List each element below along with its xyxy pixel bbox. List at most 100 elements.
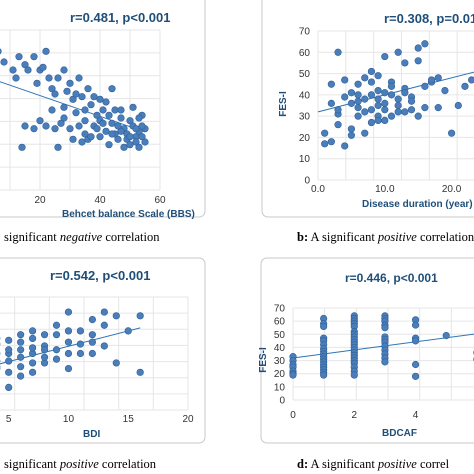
- y-axis-label: FES-I: [278, 91, 289, 117]
- x-tick-label: 10: [63, 414, 75, 425]
- caption-prefix: A significant: [308, 230, 378, 244]
- data-point: [28, 368, 37, 376]
- y-tick-label: 40: [299, 90, 311, 101]
- data-point: [117, 114, 125, 122]
- data-point: [117, 127, 125, 135]
- data-point: [76, 340, 85, 348]
- data-point: [17, 353, 25, 361]
- data-point: [108, 85, 116, 93]
- data-point: [111, 106, 119, 114]
- data-point: [454, 101, 462, 110]
- data-point: [64, 338, 73, 346]
- data-point: [411, 360, 420, 369]
- data-point: [105, 141, 113, 149]
- panel-caption: significant positive correlation: [4, 457, 157, 471]
- caption-suffix: correlation: [99, 457, 157, 471]
- data-point: [88, 331, 96, 339]
- data-point: [40, 346, 49, 354]
- data-point: [24, 66, 32, 74]
- x-tick-label: 15: [123, 414, 135, 425]
- trendline: [0, 81, 146, 133]
- data-point: [347, 125, 356, 133]
- panel-b: 0.0 10.0 20.0 0 10 20 30 40 50 60 70 r=0.308, p=0.0…: [261, 0, 474, 244]
- data-point: [102, 98, 110, 106]
- data-point: [132, 125, 140, 133]
- data-point: [321, 129, 329, 137]
- data-point: [117, 106, 125, 114]
- data-point: [361, 95, 369, 103]
- data-point: [427, 76, 436, 84]
- data-point: [66, 79, 74, 87]
- panel-c: 5 10 15 20 r=0.542, p<0.001 BDI significant po…: [0, 257, 206, 471]
- caption-suffix: correl: [417, 457, 450, 471]
- data-point: [421, 104, 429, 112]
- caption-emphasis: positive: [59, 457, 99, 471]
- data-point: [374, 101, 382, 110]
- data-point: [347, 89, 356, 97]
- data-point: [52, 355, 61, 363]
- data-point: [87, 133, 95, 141]
- data-point: [28, 327, 37, 335]
- data-point: [334, 121, 342, 129]
- data-point: [114, 135, 122, 143]
- data-point: [100, 342, 108, 350]
- data-point: [12, 74, 20, 82]
- data-point: [78, 93, 86, 101]
- data-point: [90, 93, 98, 101]
- data-point: [17, 363, 25, 371]
- data-point: [64, 308, 73, 316]
- data-point: [367, 67, 376, 76]
- y-tick-label: 10: [299, 154, 311, 165]
- data-point: [135, 143, 143, 151]
- data-point: [87, 101, 95, 109]
- data-point: [361, 74, 369, 82]
- data-point: [126, 133, 134, 141]
- data-point: [81, 106, 89, 114]
- data-point: [96, 95, 104, 103]
- data-point: [334, 48, 342, 56]
- data-point: [354, 112, 362, 120]
- data-point: [407, 106, 416, 114]
- data-point: [0, 48, 2, 55]
- data-point: [341, 93, 349, 101]
- caption-panel-letter: d:: [297, 457, 308, 471]
- data-point: [334, 106, 342, 114]
- data-point: [367, 106, 376, 114]
- data-point: [28, 334, 37, 343]
- y-tick-label: 60: [299, 48, 311, 59]
- data-point: [51, 125, 59, 133]
- panel-d: 0246010203040506070r=0.446, p<0.001BDCAF…: [258, 257, 474, 471]
- data-point: [347, 131, 356, 139]
- data-point: [132, 138, 140, 146]
- data-point: [394, 101, 402, 110]
- data-point: [354, 97, 362, 105]
- data-point: [78, 138, 86, 146]
- data-point: [374, 72, 382, 80]
- data-point: [126, 141, 134, 149]
- y-tick-label: 30: [274, 356, 286, 367]
- data-point: [33, 79, 41, 87]
- trendline: [317, 71, 474, 113]
- data-point: [108, 130, 116, 138]
- data-point: [387, 112, 396, 120]
- data-point: [327, 99, 335, 107]
- y-tick-label: 20: [299, 133, 311, 144]
- data-point: [54, 74, 62, 82]
- correlation-stat: r=0.446, p<0.001: [345, 271, 438, 285]
- data-point: [48, 85, 56, 93]
- data-point: [66, 125, 74, 133]
- data-point: [124, 327, 132, 335]
- x-axis-label: BDCAF: [382, 428, 417, 439]
- data-point: [5, 336, 13, 344]
- data-point: [64, 349, 73, 358]
- data-point: [64, 364, 73, 373]
- x-tick-label: 2: [352, 410, 358, 421]
- panel-frame: [260, 257, 474, 444]
- data-point: [129, 103, 137, 111]
- data-point: [414, 112, 422, 120]
- data-point: [42, 122, 50, 130]
- caption-panel-letter: b:: [297, 230, 308, 244]
- data-point: [341, 76, 349, 84]
- data-point: [81, 130, 89, 138]
